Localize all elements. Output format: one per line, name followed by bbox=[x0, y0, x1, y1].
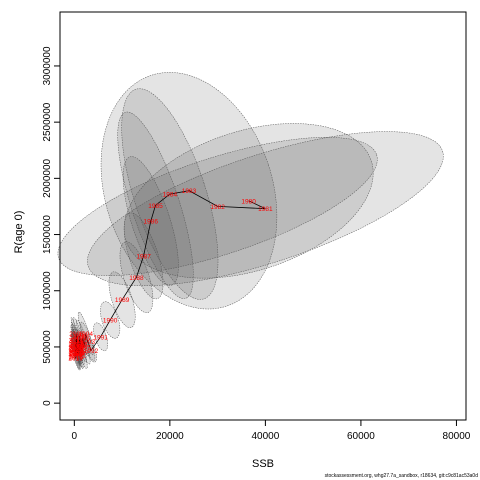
year-label-1984: 1984 bbox=[163, 192, 178, 199]
y-tick-label: 500000 bbox=[42, 330, 53, 364]
ellipse-1980 bbox=[123, 123, 374, 279]
year-label-2008: 2008 bbox=[69, 331, 84, 338]
year-label-1993: 1993 bbox=[80, 339, 95, 346]
year-label-2004: 2004 bbox=[70, 351, 85, 358]
year-label-2013: 2013 bbox=[69, 353, 84, 360]
year-label-2018: 2018 bbox=[68, 349, 83, 356]
y-axis: 0 500000 1000000 1500000 2000000 2500000 30000… bbox=[42, 46, 61, 406]
year-label-2019: 2019 bbox=[68, 356, 83, 363]
year-label-1980: 1980 bbox=[241, 198, 256, 205]
year-label-1989: 1989 bbox=[115, 297, 130, 304]
x-tick-label: 0 bbox=[72, 431, 78, 442]
year-label-1991: 1991 bbox=[93, 334, 108, 341]
year-label-2007: 2007 bbox=[69, 335, 84, 342]
y-tick-label: 1000000 bbox=[42, 271, 53, 310]
x-tick-label: 60000 bbox=[347, 431, 375, 442]
year-label-1990: 1990 bbox=[103, 317, 118, 324]
year-label-2009: 2009 bbox=[69, 346, 84, 353]
year-label-1987: 1987 bbox=[136, 253, 151, 260]
x-tick-label: 20000 bbox=[156, 431, 184, 442]
year-label-1998: 1998 bbox=[73, 342, 88, 349]
year-label-2001: 2001 bbox=[71, 352, 86, 359]
year-label-1985: 1985 bbox=[148, 203, 163, 210]
year-labels: 1980198119821983198419851986198719881989… bbox=[68, 188, 273, 362]
year-label-2016: 2016 bbox=[69, 355, 84, 362]
year-label-2002: 2002 bbox=[71, 338, 86, 345]
year-label-2021: 2021 bbox=[68, 351, 83, 358]
y-axis-title: R(age 0) bbox=[13, 211, 25, 254]
year-label-2005: 2005 bbox=[70, 341, 85, 348]
year-label-2017: 2017 bbox=[69, 342, 84, 349]
year-label-2020: 2020 bbox=[68, 344, 83, 351]
y-tick-label: 2500000 bbox=[42, 102, 53, 141]
year-label-2010: 2010 bbox=[69, 350, 84, 357]
year-label-1995: 1995 bbox=[77, 344, 92, 351]
x-axis-title: SSB bbox=[252, 458, 274, 470]
year-label-1983: 1983 bbox=[182, 188, 197, 195]
y-tick-label: 1500000 bbox=[42, 215, 53, 254]
year-label-1988: 1988 bbox=[129, 275, 144, 282]
year-label-2011: 2011 bbox=[69, 340, 83, 347]
y-tick-label: 2000000 bbox=[42, 158, 53, 197]
year-label-2012: 2012 bbox=[69, 344, 84, 351]
year-label-1986: 1986 bbox=[144, 219, 159, 226]
x-axis: 0 20000 40000 60000 80000 bbox=[72, 419, 471, 442]
year-label-2014: 2014 bbox=[69, 338, 84, 345]
year-label-1996: 1996 bbox=[76, 335, 91, 342]
year-label-2006: 2006 bbox=[70, 348, 85, 355]
year-label-1997: 1997 bbox=[74, 350, 89, 357]
year-label-1999: 1999 bbox=[72, 333, 87, 340]
x-tick-label: 40000 bbox=[251, 431, 279, 442]
year-label-2000: 2000 bbox=[72, 347, 87, 354]
year-label-1994: 1994 bbox=[79, 331, 94, 338]
year-label-2003: 2003 bbox=[70, 343, 85, 350]
stock-recruitment-line bbox=[75, 190, 266, 359]
year-label-1982: 1982 bbox=[210, 204, 225, 211]
year-label-1992: 1992 bbox=[84, 348, 99, 355]
x-tick-label: 80000 bbox=[443, 431, 471, 442]
year-label-2015: 2015 bbox=[69, 347, 84, 354]
year-label-1981: 1981 bbox=[258, 206, 273, 213]
y-tick-label: 0 bbox=[42, 400, 53, 406]
y-tick-label: 3000000 bbox=[42, 46, 53, 85]
footnote: stockassessment.org, whg27.7a_sandbox, r… bbox=[325, 473, 479, 479]
